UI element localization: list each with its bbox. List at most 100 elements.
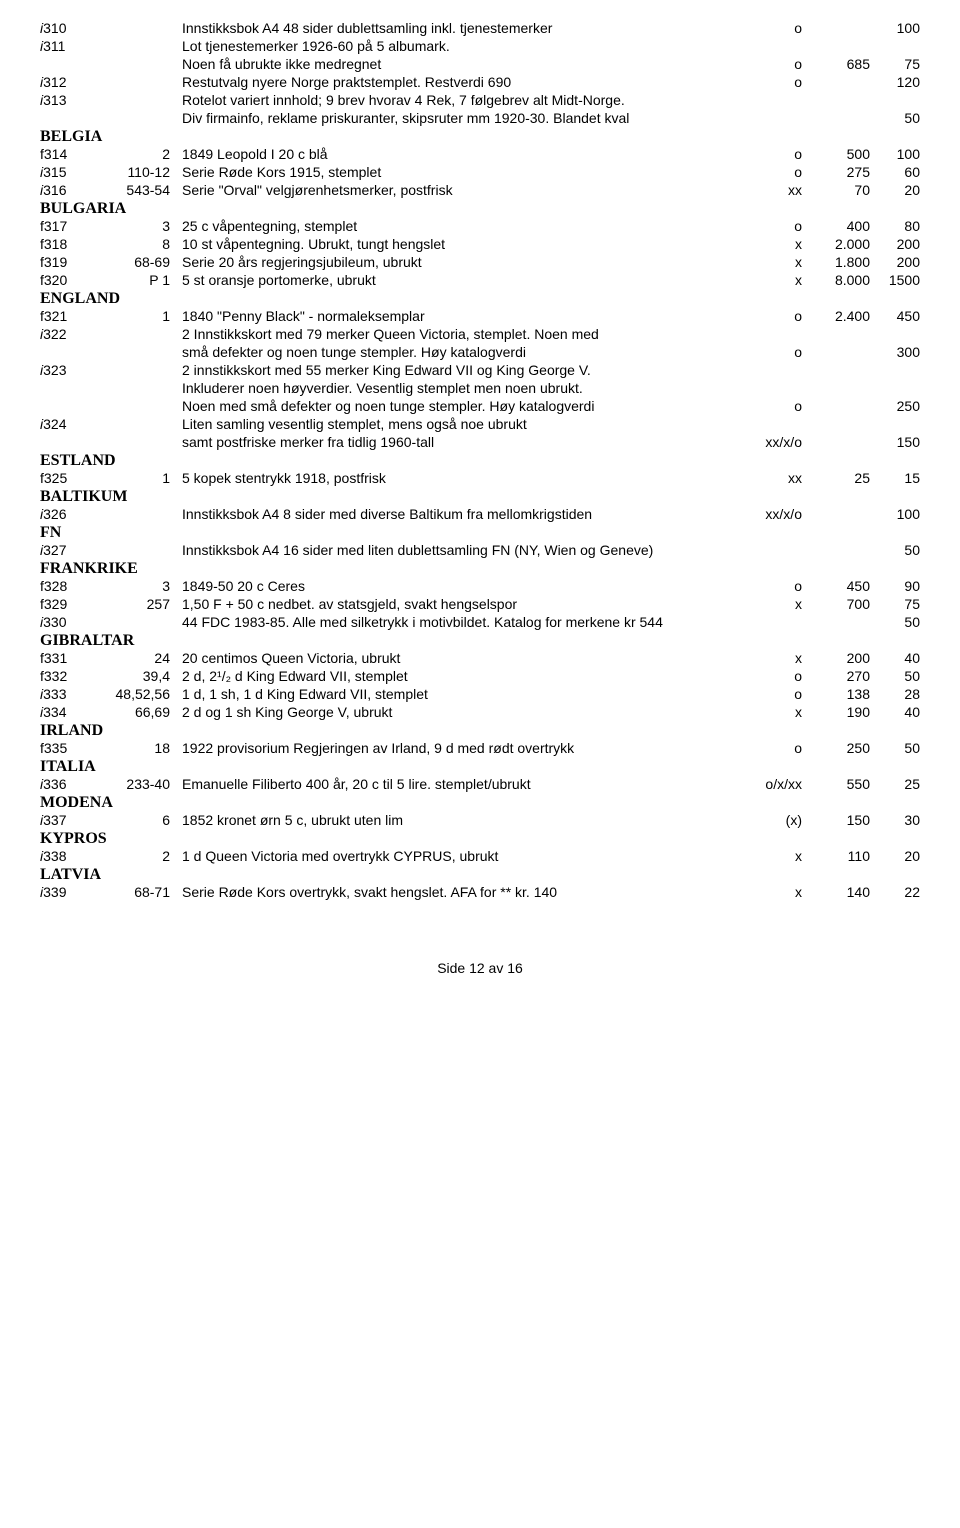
- lot-description: Serie Røde Kors overtrykk, svakt hengsle…: [182, 884, 742, 900]
- lot-description: Innstikksbok A4 16 sider med liten duble…: [182, 542, 742, 558]
- lot-condition: o: [742, 668, 810, 684]
- lot-price1: 1.800: [810, 254, 870, 270]
- lot-condition: o: [742, 146, 810, 162]
- lot-row: i33821 d Queen Victoria med overtrykk CY…: [40, 848, 920, 864]
- lot-price1: 400: [810, 218, 870, 234]
- lot-ref: 6: [100, 812, 182, 828]
- lot-ref: 18: [100, 740, 182, 756]
- lot-price2: 50: [870, 110, 920, 126]
- lot-price1: 25: [810, 470, 870, 486]
- lot-description: små defekter og noen tunge stempler. Høy…: [40, 344, 742, 360]
- lot-price2: 50: [870, 740, 920, 756]
- lot-description: 5 kopek stentrykk 1918, postfrisk: [182, 470, 742, 486]
- section-header: MODENA: [40, 794, 920, 812]
- lot-description: Restutvalg nyere Norge praktstemplet. Re…: [182, 74, 742, 90]
- lot-condition: xx: [742, 470, 810, 486]
- lot-description: Serie 20 års regjeringsjubileum, ubrukt: [182, 254, 742, 270]
- lot-price2: 1500: [870, 272, 920, 288]
- lot-row: i330 44 FDC 1983-85. Alle med silketrykk …: [40, 614, 920, 630]
- lot-price2: 50: [870, 614, 920, 630]
- lot-description: 10 st våpentegning. Ubrukt, tungt hengsl…: [182, 236, 742, 252]
- lot-price2: 80: [870, 218, 920, 234]
- lot-id: i333: [40, 686, 100, 702]
- lot-price1: 550: [810, 776, 870, 792]
- lot-row: i324Liten samling vesentlig stemplet, me…: [40, 416, 920, 432]
- lot-condition: x: [742, 884, 810, 900]
- lot-row: i336233-40Emanuelle Filiberto 400 år, 20…: [40, 776, 920, 792]
- lot-condition: x: [742, 596, 810, 612]
- lot-id: f320: [40, 272, 100, 288]
- lot-price2: 25: [870, 776, 920, 792]
- section-header: BELGIA: [40, 128, 920, 146]
- lot-description: 1840 "Penny Black" - normaleksemplar: [182, 308, 742, 324]
- lot-row: Noen få ubrukte ikke medregneto68575: [40, 56, 920, 72]
- lot-price2: 30: [870, 812, 920, 828]
- lot-ref: 39,4: [100, 668, 182, 684]
- lot-id: i324: [40, 416, 100, 432]
- lot-id: i316: [40, 182, 100, 198]
- lot-description: Lot tjenestemerker 1926-60 på 5 albumark…: [182, 38, 742, 54]
- lot-row: f32515 kopek stentrykk 1918, postfriskxx…: [40, 470, 920, 486]
- lot-price2: 15: [870, 470, 920, 486]
- lot-price1: 110: [810, 848, 870, 864]
- lot-id: f314: [40, 146, 100, 162]
- lot-condition: o: [742, 740, 810, 756]
- lot-price2: 100: [870, 20, 920, 36]
- lot-row: i33761852 kronet ørn 5 c, ubrukt uten li…: [40, 812, 920, 828]
- lot-price2: 120: [870, 74, 920, 90]
- lot-price1: 70: [810, 182, 870, 198]
- section-header: IRLAND: [40, 722, 920, 740]
- lot-price2: 150: [870, 434, 920, 450]
- lot-row: Div firmainfo, reklame priskuranter, ski…: [40, 110, 920, 126]
- section-header: FN: [40, 524, 920, 542]
- lot-description: 1849 Leopold I 20 c blå: [182, 146, 742, 162]
- lot-id: i337: [40, 812, 100, 828]
- lot-price1: 250: [810, 740, 870, 756]
- lot-price2: 200: [870, 236, 920, 252]
- lot-condition: x: [742, 272, 810, 288]
- lot-id: i322: [40, 326, 100, 342]
- lot-condition: x: [742, 254, 810, 270]
- lot-condition: o: [742, 164, 810, 180]
- lot-row: i315110-12Serie Røde Kors 1915, stemplet…: [40, 164, 920, 180]
- lot-id: f335: [40, 740, 100, 756]
- section-header: FRANKRIKE: [40, 560, 920, 578]
- lot-condition: xx/x/o: [742, 506, 810, 522]
- section-header: BALTIKUM: [40, 488, 920, 506]
- lot-ref: 24: [100, 650, 182, 666]
- lot-description: Emanuelle Filiberto 400 år, 20 c til 5 l…: [182, 776, 742, 792]
- lot-ref: 543-54: [100, 182, 182, 198]
- lot-price2: 200: [870, 254, 920, 270]
- lot-row: f335181922 provisorium Regjeringen av Ir…: [40, 740, 920, 756]
- lot-id: i310: [40, 20, 100, 36]
- lot-price2: 50: [870, 668, 920, 684]
- lot-ref: 110-12: [100, 164, 182, 180]
- lot-id: i330: [40, 614, 100, 630]
- lot-ref: P 1: [100, 272, 182, 288]
- lot-description: 25 c våpentegning, stemplet: [182, 218, 742, 234]
- lot-price1: 2.400: [810, 308, 870, 324]
- lot-condition: xx: [742, 182, 810, 198]
- lot-price2: 100: [870, 146, 920, 162]
- lot-id: i336: [40, 776, 100, 792]
- lot-condition: x: [742, 236, 810, 252]
- lot-price1: 8.000: [810, 272, 870, 288]
- lot-row: i33466,692 d og 1 sh King George V, ubru…: [40, 704, 920, 720]
- lot-price2: 300: [870, 344, 920, 360]
- lot-description: 1,50 F + 50 c nedbet. av statsgjeld, sva…: [182, 596, 742, 612]
- lot-ref: 3: [100, 578, 182, 594]
- lot-description: 44 FDC 1983-85. Alle med silketrykk i mo…: [182, 614, 742, 630]
- lot-condition: o: [742, 578, 810, 594]
- lot-id: f329: [40, 596, 100, 612]
- lot-row: f32111840 "Penny Black" - normaleksempla…: [40, 308, 920, 324]
- lot-condition: o: [742, 686, 810, 702]
- lot-row: f31421849 Leopold I 20 c blåo500100: [40, 146, 920, 162]
- lot-description: 2 d og 1 sh King George V, ubrukt: [182, 704, 742, 720]
- lot-ref: 2: [100, 146, 182, 162]
- lot-description: 2 Innstikkskort med 79 merker Queen Vict…: [182, 326, 742, 342]
- lot-id: i311: [40, 38, 100, 54]
- section-header: GIBRALTAR: [40, 632, 920, 650]
- lot-ref: 48,52,56: [100, 686, 182, 702]
- lot-id: f332: [40, 668, 100, 684]
- page-footer: Side 12 av 16: [40, 960, 920, 976]
